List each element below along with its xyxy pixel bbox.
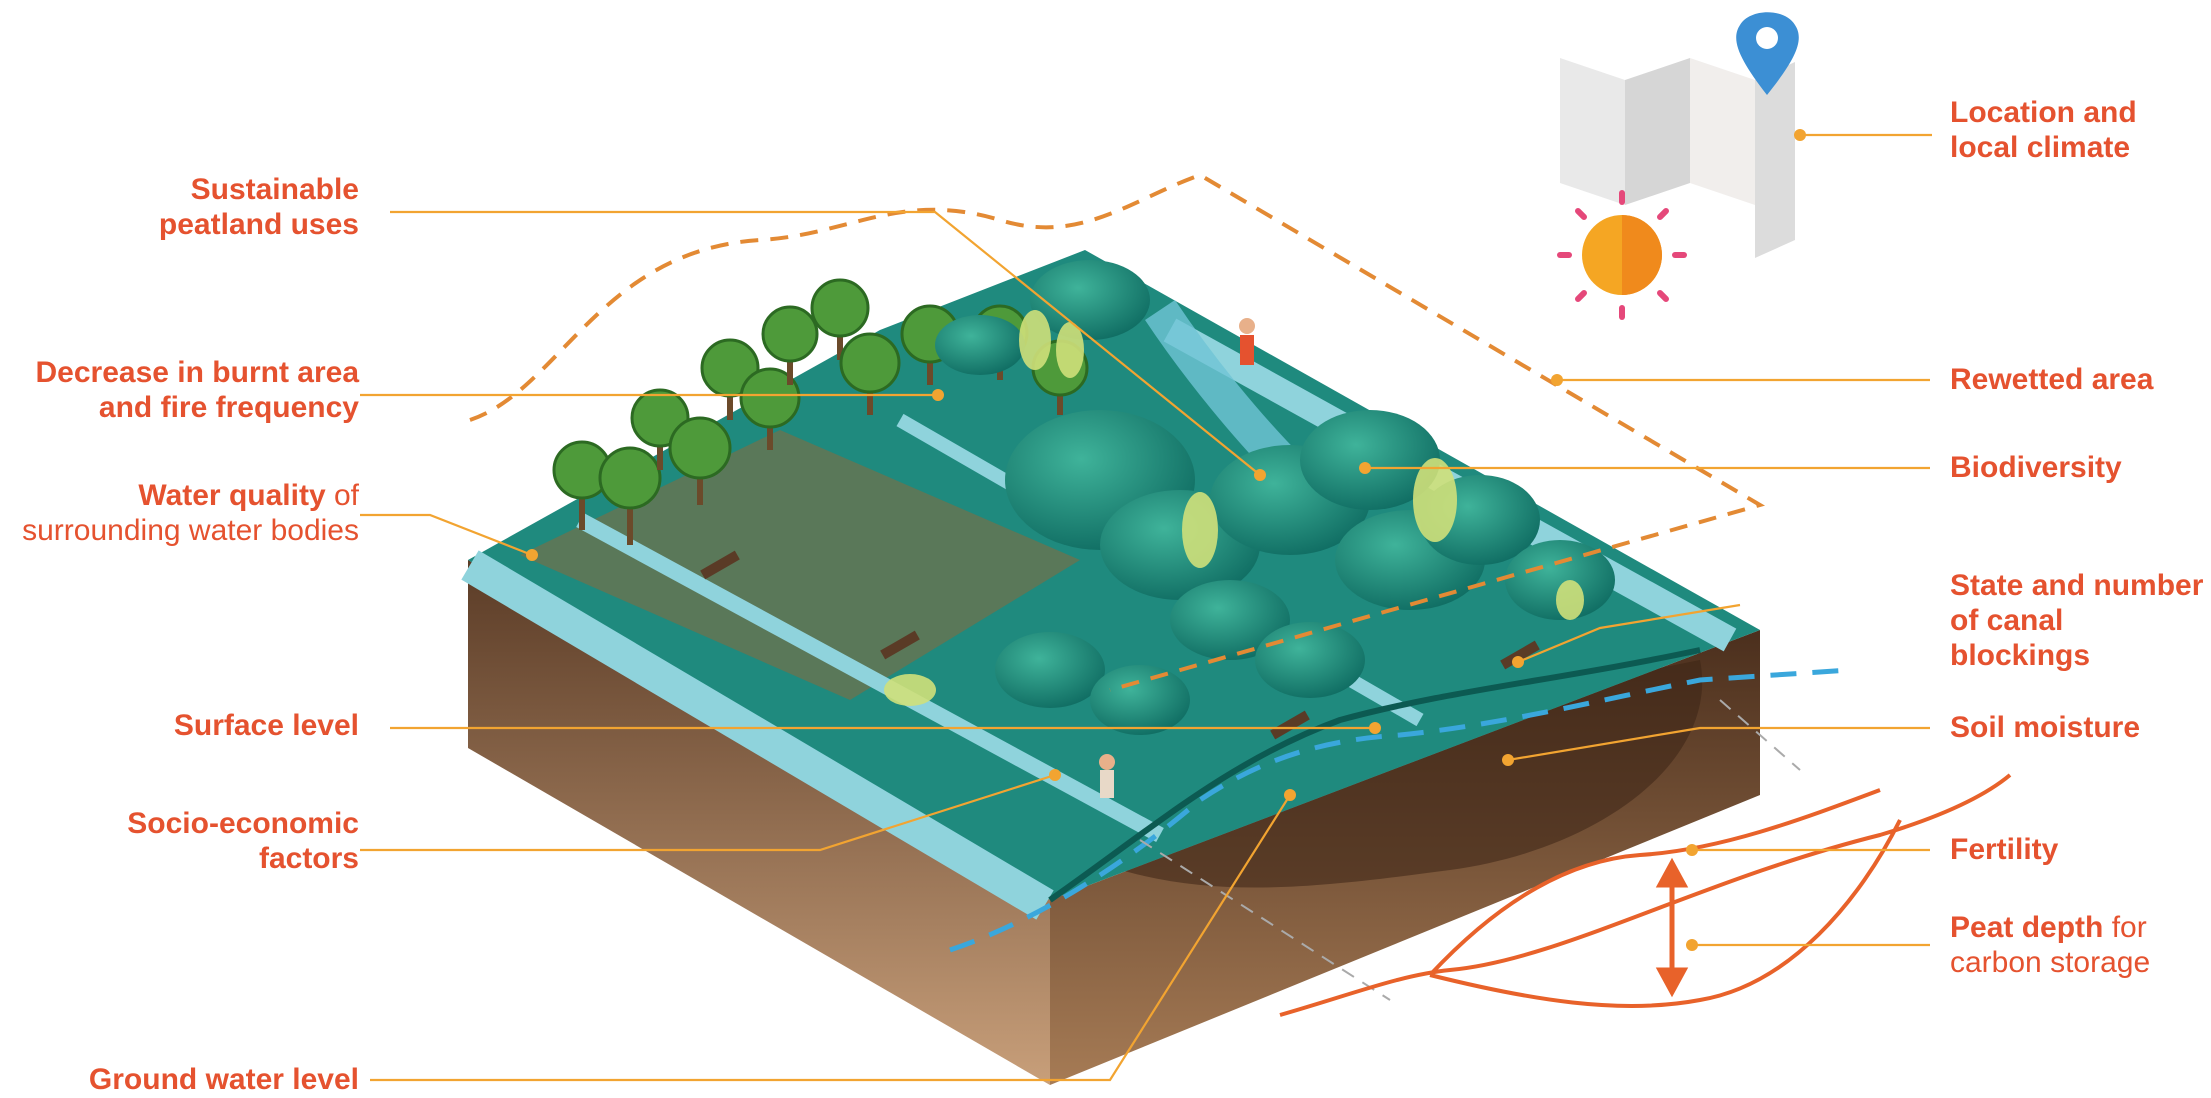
label-water-quality-bold: Water quality [138,479,326,512]
label-soil-moisture-text: Soil moisture [1950,711,2141,744]
label-ground-water-text: Ground water level [88,1063,359,1096]
leader-lines [360,133,1932,1082]
label-rewetted-area: Rewetted area [1950,362,2153,397]
label-surface-level: Surface level [174,708,359,743]
location-pin-icon [1736,12,1799,95]
label-soil-moisture: Soil moisture [1950,710,2140,745]
palm-trees [552,278,1089,545]
label-peat-depth-line1: Peat depth for [1950,910,2150,945]
peat-curve [1279,773,2012,1017]
forest-canopy [935,260,1615,735]
label-canal-blockings: State and number of canal blockings [1950,568,2211,673]
label-burnt-line2: and fire frequency [98,391,359,424]
sun-icon [1557,190,1687,320]
label-location-climate: Location and local climate [1950,95,2137,165]
label-sustainable-peatland-uses: Sustainable peatland uses [159,172,359,242]
soil-block [468,560,1760,1085]
canal-blocks [700,550,1540,740]
label-socio-economic: Socio-economic factors [127,806,359,876]
label-water-quality-of: of [325,479,359,512]
person-figures [1099,318,1255,798]
label-surface-level-text: Surface level [173,709,359,742]
ground-water-line [949,667,1851,953]
label-peat-depth-for: for [2103,911,2147,944]
label-peat-depth-bold: Peat depth [1950,911,2104,944]
label-sustainable-line1: Sustainable [190,173,359,206]
label-socio-line1: Socio-economic [127,807,359,840]
label-sustainable-line2: peatland uses [158,208,359,241]
label-location-line1: Location and [1950,96,2137,129]
label-canal-line1: State and number [1950,569,2204,602]
label-canal-line2: of canal blockings [1950,604,2091,672]
label-fertility-text: Fertility [1950,833,2059,866]
label-ground-water-level: Ground water level [89,1062,359,1097]
label-biodiversity: Biodiversity [1950,450,2122,485]
label-burnt-line1: Decrease in burnt area [35,356,359,389]
label-location-line2: local climate [1950,131,2131,164]
map-icon [1560,58,1795,258]
label-peat-depth-line2: carbon storage [1950,946,2151,979]
label-water-quality-line1: Water quality of [22,478,359,513]
label-fertility: Fertility [1950,832,2058,867]
label-peat-depth: Peat depth for carbon storage [1950,910,2150,980]
label-water-quality: Water quality of surrounding water bodie… [22,478,359,548]
label-socio-line2: factors [258,842,359,875]
label-biodiversity-text: Biodiversity [1950,451,2122,484]
leader-dots [526,129,1806,951]
label-rewetted-text: Rewetted area [1950,363,2154,396]
light-leaf-plants [884,310,1584,706]
grey-guide-line [1139,839,1391,1001]
label-water-quality-line2: surrounding water bodies [22,514,359,547]
grey-guide-line-2 [1719,699,1801,771]
rewetted-area-outline [469,172,1766,692]
label-burnt-area: Decrease in burnt area and fire frequenc… [36,355,359,425]
double-arrow-icon [1655,857,1689,998]
